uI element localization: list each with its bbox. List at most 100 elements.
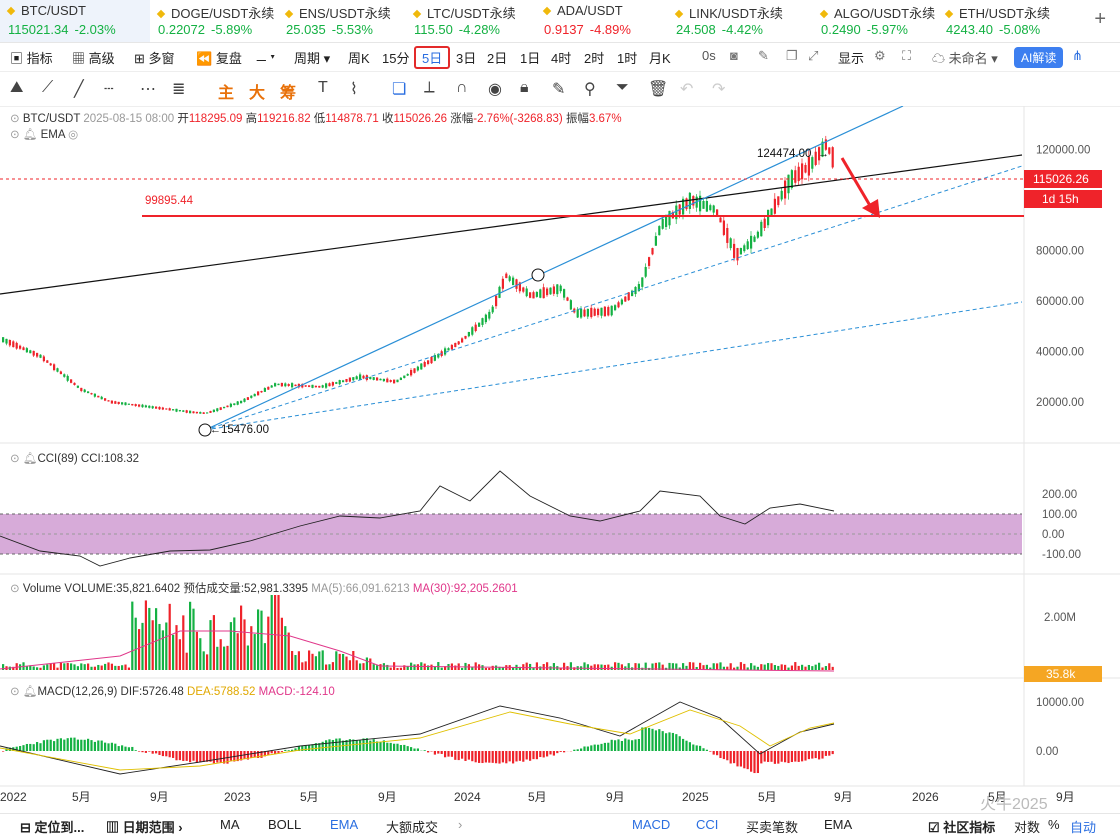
candle: [114, 401, 116, 404]
interval-15m[interactable]: 15分: [382, 48, 409, 67]
percent-scale-toggle[interactable]: %: [1048, 817, 1060, 832]
bottom-ema-right[interactable]: EMA: [824, 817, 852, 832]
volume-bar: [624, 666, 626, 670]
period-button[interactable]: 周期 ▾: [294, 48, 330, 67]
pencil-icon[interactable]: ✎: [758, 48, 769, 64]
eye-icon[interactable]: ◉: [488, 79, 502, 99]
interval-2h[interactable]: 2时: [584, 48, 604, 67]
volume-bar: [107, 662, 109, 670]
brush-tool-icon[interactable]: ⌇: [350, 79, 358, 99]
bottom-ema[interactable]: EMA: [330, 817, 358, 832]
copy-icon[interactable]: ❏: [392, 79, 406, 99]
replay-button[interactable]: ⏪ 复盘: [196, 48, 242, 67]
bottom-macd[interactable]: MACD: [632, 817, 670, 832]
chips-button[interactable]: 筹: [280, 79, 296, 103]
fib-tool-icon[interactable]: ≣: [172, 79, 185, 99]
edit-icon[interactable]: ✎: [552, 79, 565, 99]
attach-icon[interactable]: ⚲: [584, 79, 596, 99]
indicators-button[interactable]: ▣ 指标: [10, 48, 53, 67]
display-button[interactable]: 显示: [838, 48, 864, 67]
volume-legend: ⊙ Volume VOLUME:35,821.6402 预估成交量:52,981…: [10, 580, 518, 596]
interval-3d[interactable]: 3日: [456, 48, 476, 67]
interval-5d[interactable]: 5日: [414, 46, 450, 69]
big-order-button[interactable]: 大: [249, 79, 265, 103]
log-scale-toggle[interactable]: 对数: [1014, 817, 1040, 836]
interval-2d[interactable]: 2日: [487, 48, 507, 67]
candle: [281, 383, 283, 386]
volume-bar: [80, 663, 82, 670]
settings-icon[interactable]: ⚙: [874, 48, 886, 64]
magnet-icon[interactable]: ∩: [456, 79, 468, 97]
macd-bar: [621, 741, 623, 751]
text-tool-icon[interactable]: T: [318, 79, 328, 97]
candle: [155, 407, 157, 409]
eye-hidden-icon[interactable]: ◎: [68, 129, 78, 141]
ai-interpret-button[interactable]: AI解读: [1014, 47, 1063, 68]
bottom-large-trades[interactable]: 大额成交: [386, 817, 438, 836]
volume-bar: [206, 654, 208, 670]
undo-icon[interactable]: ↶: [680, 79, 693, 99]
auto-scale-toggle[interactable]: 自动: [1070, 817, 1096, 836]
macd-bar: [529, 751, 531, 761]
date-range-button[interactable]: ▥ 日期范围 ›: [106, 817, 183, 836]
chart-canvas[interactable]: 140000.00120000.00100000.0080000.0060000…: [0, 106, 1120, 813]
interval-4h[interactable]: 4时: [551, 48, 571, 67]
macd-bar: [182, 751, 184, 761]
redo-icon[interactable]: ↷: [712, 79, 725, 99]
candle: [594, 309, 596, 316]
locate-button[interactable]: ⊟ 定位到...: [20, 817, 84, 836]
zero-s-button[interactable]: 0s: [702, 48, 716, 63]
lock-icon[interactable]: 🔒︎: [520, 79, 529, 97]
candle: [413, 368, 415, 373]
area-tool-icon[interactable]: ⛰: [10, 79, 23, 97]
bottom-boll[interactable]: BOLL: [268, 817, 301, 832]
ray-tool-icon[interactable]: ╱: [74, 79, 84, 99]
trash-icon[interactable]: 🗑︎: [648, 79, 668, 99]
macd-bar: [723, 751, 725, 759]
interval-1d[interactable]: 1日: [520, 48, 540, 67]
collapse-icon[interactable]: ⊙: [10, 113, 20, 125]
window-icon[interactable]: ❐: [786, 48, 798, 64]
filter-icon[interactable]: ⏷: [616, 79, 629, 97]
bottom-cci[interactable]: CCI: [696, 817, 718, 832]
channel-tool-icon[interactable]: ⋯: [140, 79, 156, 99]
expand-icon[interactable]: ⛶: [902, 48, 911, 64]
interval-1h[interactable]: 1时: [617, 48, 637, 67]
trendline-tool-icon[interactable]: ⟋: [42, 79, 53, 97]
fullscreen-icon[interactable]: ⤢: [808, 48, 818, 64]
add-ticker-button[interactable]: +: [1094, 8, 1106, 31]
scroll-right-icon[interactable]: ›: [458, 817, 462, 832]
main-indicator-button[interactable]: 主: [218, 79, 234, 103]
interval-monthly[interactable]: 月K: [649, 48, 671, 67]
bottom-trade-count[interactable]: 买卖笔数: [746, 817, 798, 836]
candle: [220, 407, 222, 410]
chart-type-button[interactable]: 𝍠 ▾: [256, 48, 275, 70]
interval-weekly[interactable]: 周K: [348, 48, 370, 67]
volume-bar: [118, 666, 120, 670]
layout-name-select[interactable]: ☁ 未命名 ▾: [932, 48, 998, 67]
volume-bar: [777, 666, 779, 670]
bottom-ma[interactable]: MA: [220, 817, 240, 832]
hline-tool-icon[interactable]: ┄: [104, 79, 114, 99]
multi-window-button[interactable]: ⊞ 多窗: [134, 48, 175, 67]
share-icon[interactable]: ⋔: [1072, 48, 1083, 64]
candle: [97, 396, 99, 398]
community-indicators-button[interactable]: ☑ 社区指标: [928, 817, 995, 836]
macd-bar: [777, 751, 779, 764]
camera-icon[interactable]: ◙: [730, 48, 738, 63]
macd-bar: [682, 739, 684, 751]
macd-bar: [271, 751, 273, 753]
volume-bar: [97, 665, 99, 670]
macd-bar: [655, 730, 657, 751]
macd-bar: [29, 744, 31, 751]
advanced-button[interactable]: ▦ 高级: [72, 48, 115, 67]
ruler-icon[interactable]: ⟂: [424, 79, 435, 97]
